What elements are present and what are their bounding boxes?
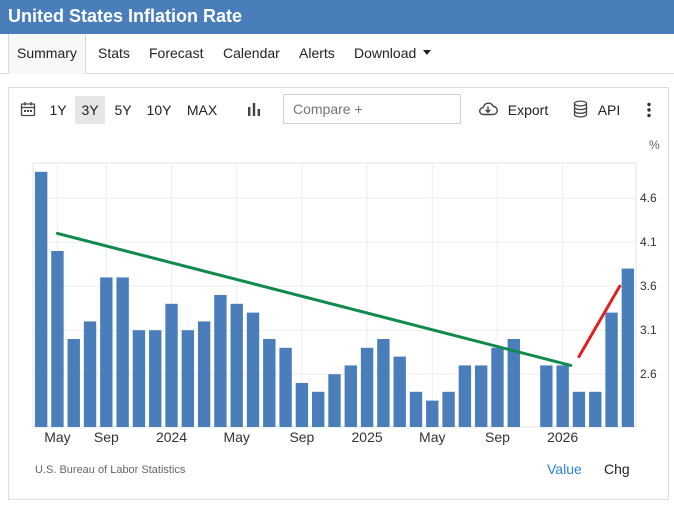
chart-bar [491,347,504,427]
cloud-download-icon [479,102,498,116]
tab-download-label: Download [354,45,417,61]
chart-bar [458,365,472,427]
chart-bar [149,330,162,427]
chart-bar [605,312,618,427]
chart-bar [197,321,211,427]
chart-bar [100,277,113,427]
chart-bar [328,374,341,427]
database-icon [573,100,588,118]
tab-alerts[interactable]: Alerts [299,45,335,61]
y-tick-label: 2.6 [640,367,657,381]
chart-bar [165,303,178,427]
tab-stats[interactable]: Stats [98,45,130,61]
chart-bar [360,347,374,427]
export-button[interactable]: Export [507,102,549,118]
x-tick-label: Sep [485,429,510,445]
x-tick-label: Sep [289,429,314,445]
x-tick-label: May [44,429,70,445]
trend-line-recent [577,284,622,359]
chart-bar [377,339,390,427]
chart-bar [295,383,309,427]
y-tick-label: 3.1 [640,323,657,337]
chart-bar [344,365,357,427]
chart-bar [572,391,586,427]
x-tick-label: 2026 [547,429,578,445]
api-button[interactable]: API [597,102,621,118]
chevron-down-icon [423,50,432,55]
range-5y-button[interactable]: 5Y [114,102,132,118]
range-10y-button[interactable]: 10Y [146,102,172,118]
chart-bar [116,277,129,427]
tab-summary[interactable]: Summary [8,34,86,74]
chart-bar [621,268,635,427]
inflation-bar-chart: 2.6 3.1 3.6 4.1 4.6 May Sep 2024 May Sep 2025 May S… [32,138,660,445]
chart-panel: 1Y 3Y 5Y 10Y MAX Export API [8,87,669,500]
title-bar: United States Inflation Rate [0,0,674,34]
value-toggle[interactable]: Value [547,461,582,477]
chart-bar [181,330,195,427]
chart-bar [589,391,602,427]
chart-toolbar: 1Y 3Y 5Y 10Y MAX Export API [9,88,668,129]
x-tick-label: Sep [94,429,119,445]
tab-forecast[interactable]: Forecast [149,45,204,61]
main-nav: Summary Stats Forecast Calendar Alerts D… [0,34,674,74]
data-source-label: U.S. Bureau of Labor Statistics [35,464,186,476]
compare-input[interactable] [283,94,461,124]
chart-bar [83,321,97,427]
chart-bar [230,303,243,427]
chart-bar [132,330,146,427]
range-max-button[interactable]: MAX [186,102,218,118]
chart-bar [393,356,406,427]
chart-bar [426,400,439,427]
chart-bar [67,339,80,427]
y-tick-label: 4.6 [640,191,657,205]
chg-toggle[interactable]: Chg [604,461,630,477]
x-tick-label: 2024 [156,429,187,445]
chart-bar [246,312,260,427]
chart-bar [312,391,325,427]
x-tick-label: 2025 [352,429,383,445]
calendar-icon[interactable] [20,101,36,117]
chart-bar [34,171,48,427]
chart-bar [409,391,423,427]
page-title: United States Inflation Rate [8,6,243,26]
chart-bar [507,339,520,427]
tab-calendar[interactable]: Calendar [223,45,280,61]
chart-bar [442,391,455,427]
chart-bar [279,347,292,427]
chart-bar [51,251,64,427]
range-1y-button[interactable]: 1Y [49,102,67,118]
chart-bar [556,365,569,427]
x-tick-label: May [223,429,249,445]
chart-bar [474,365,488,427]
y-axis-unit-label: % [649,138,660,152]
chart-bar [540,365,553,427]
range-3y-button[interactable]: 3Y [75,96,105,124]
chart-bar [263,339,276,427]
more-vert-icon[interactable] [646,102,652,118]
trend-line-long [55,231,573,367]
tab-download[interactable]: Download [354,34,432,74]
chart-bar [214,295,227,427]
y-tick-label: 4.1 [640,235,657,249]
y-tick-label: 3.6 [640,279,657,293]
x-tick-label: May [419,429,445,445]
chart-type-icon[interactable] [247,102,261,116]
